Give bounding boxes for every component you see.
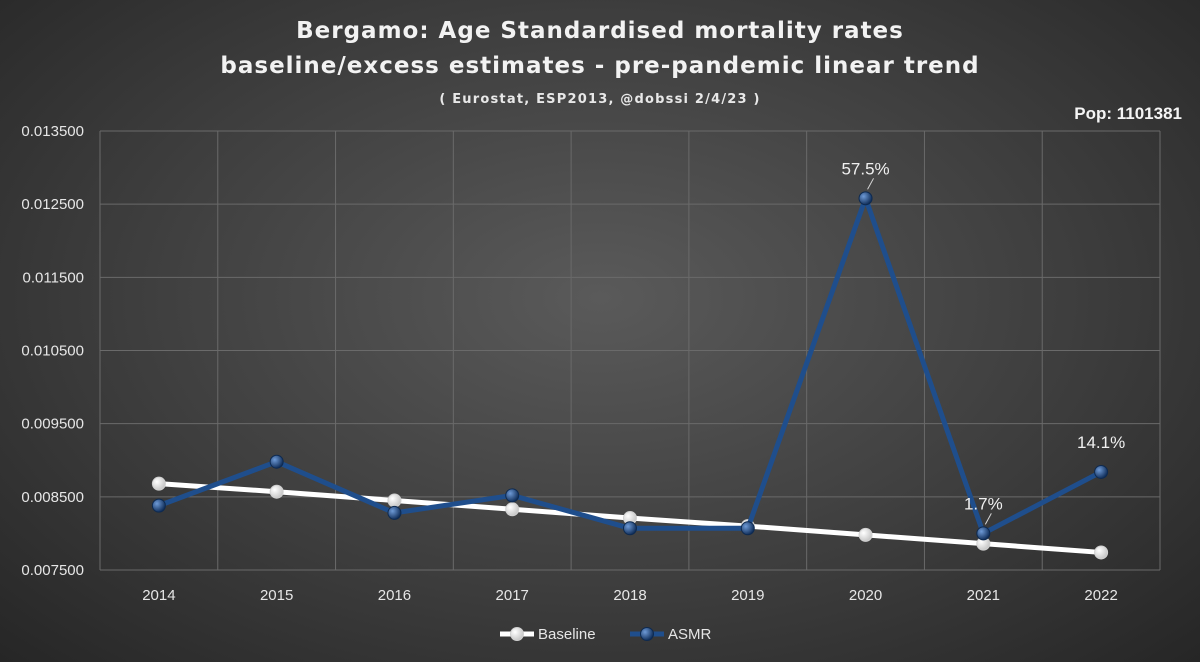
asmr-point <box>269 454 284 469</box>
x-tick-label: 2017 <box>496 587 529 604</box>
legend-marker-asmr <box>640 627 654 641</box>
asmr-point <box>505 488 520 503</box>
legend: Baseline ASMR <box>500 626 712 643</box>
asmr-point <box>387 505 402 520</box>
asmr-point <box>151 498 166 513</box>
grid <box>99 130 1161 571</box>
x-tick-label: 2018 <box>613 587 646 604</box>
x-tick-label: 2021 <box>967 587 1000 604</box>
chart-title: Bergamo: Age Standardised mortality rate… <box>296 18 904 44</box>
data-label: 1.7% <box>964 494 1003 513</box>
x-tick-label: 2019 <box>731 587 764 604</box>
y-tick-label: 0.009500 <box>21 416 84 433</box>
legend-label-asmr: ASMR <box>668 626 712 643</box>
y-tick-label: 0.012500 <box>21 196 84 213</box>
x-tick-label: 2014 <box>142 587 175 604</box>
annotations: 57.5% 1.7% 14.1% <box>841 159 1125 525</box>
y-tick-label: 0.008500 <box>21 489 84 506</box>
baseline-point <box>387 493 402 508</box>
data-label-leader <box>867 178 874 190</box>
axes: 0.007500 0.008500 0.009500 0.010500 0.011500… <box>21 123 1117 604</box>
asmr-line <box>158 195 1103 536</box>
baseline-point <box>151 476 166 491</box>
legend-label-baseline: Baseline <box>538 626 596 643</box>
y-tick-label: 0.011500 <box>23 269 84 286</box>
data-label: 14.1% <box>1077 433 1125 452</box>
baseline-point <box>1094 545 1109 560</box>
asmr-point <box>1094 464 1109 479</box>
legend-marker-baseline <box>510 627 524 641</box>
population-label: Pop: 1101381 <box>1074 104 1182 123</box>
x-tick-label: 2022 <box>1084 587 1117 604</box>
baseline-point <box>858 527 873 542</box>
data-label-leader <box>984 513 992 525</box>
y-tick-label: 0.010500 <box>21 343 84 360</box>
x-tick-label: 2016 <box>378 587 411 604</box>
asmr-point <box>858 191 873 206</box>
series <box>151 191 1109 560</box>
asmr-point <box>623 521 637 536</box>
baseline-point <box>505 502 520 517</box>
chart-source: ( Eurostat, ESP2013, @dobssi 2/4/23 ) <box>439 92 761 107</box>
asmr-point <box>976 526 991 541</box>
chart-subtitle: baseline/excess estimates - pre-pandemic… <box>220 53 980 79</box>
x-tick-label: 2015 <box>260 587 293 604</box>
x-tick-label: 2020 <box>849 587 882 604</box>
y-tick-label: 0.007500 <box>21 562 84 579</box>
baseline-point <box>269 484 284 499</box>
asmr-point <box>740 521 755 536</box>
data-label: 57.5% <box>841 159 889 178</box>
y-tick-label: 0.013500 <box>21 123 84 140</box>
